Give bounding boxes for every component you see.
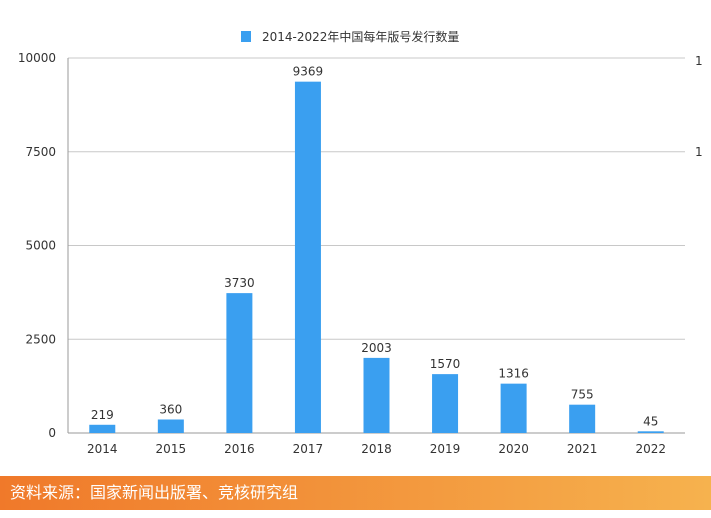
y-tick-label: 10000	[18, 51, 56, 65]
bar-chart: 0 2500 5000 7500 10000 219 360 3730 9369 2003 157…	[18, 29, 703, 456]
bar-2017	[294, 81, 321, 433]
data-label-2022: 45	[643, 414, 658, 428]
bar-2014	[89, 424, 116, 433]
legend-label: 2014-2022年中国每年版号发行数量	[262, 29, 459, 44]
x-tick-label-2022: 2022	[635, 442, 666, 456]
source-text: 资料来源：国家新闻出版署、竞核研究组	[10, 483, 299, 502]
x-tick-label-2019: 2019	[430, 442, 461, 456]
x-tick-label-2017: 2017	[293, 442, 324, 456]
right-axis-label: 1	[695, 54, 703, 68]
data-label-2014: 219	[91, 408, 114, 422]
right-axis-label: 1	[695, 145, 703, 159]
y-tick-label: 7500	[25, 145, 56, 159]
x-tick-label-2021: 2021	[567, 442, 598, 456]
data-label-2018: 2003	[361, 341, 392, 355]
bar-2021	[569, 404, 596, 433]
y-tick-label: 0	[48, 426, 56, 440]
bar-2018	[363, 357, 390, 433]
y-tick-label: 5000	[25, 239, 56, 253]
bar-2020	[500, 383, 527, 433]
data-label-2017: 9369	[293, 65, 324, 79]
bar-2022	[637, 431, 664, 433]
bar-2019	[432, 374, 459, 433]
y-tick-label: 2500	[25, 332, 56, 346]
bar-2016	[226, 293, 253, 433]
y-axis-ticks: 0 2500 5000 7500 10000	[18, 51, 56, 440]
data-label-2021: 755	[571, 388, 594, 402]
x-tick-label-2020: 2020	[498, 442, 529, 456]
data-labels: 219 360 3730 9369 2003 1570 1316 755 45	[91, 65, 659, 429]
right-axis-partial-labels: 11	[695, 54, 703, 159]
x-tick-label-2014: 2014	[87, 442, 118, 456]
x-axis-ticks: 2014 2015 2016 2017 2018 2019 2020 2021 2022	[87, 442, 666, 456]
legend: 2014-2022年中国每年版号发行数量	[241, 29, 459, 44]
bars	[89, 81, 664, 433]
legend-swatch	[241, 31, 251, 42]
bar-2015	[157, 419, 184, 433]
x-tick-label-2018: 2018	[361, 442, 392, 456]
x-tick-label-2015: 2015	[156, 442, 187, 456]
data-label-2016: 3730	[224, 276, 255, 290]
data-label-2019: 1570	[430, 357, 461, 371]
data-label-2020: 1316	[498, 367, 529, 381]
source-footer: 资料来源：国家新闻出版署、竞核研究组	[0, 476, 711, 510]
bottom-strip	[0, 510, 711, 518]
x-tick-label-2016: 2016	[224, 442, 255, 456]
data-label-2015: 360	[159, 403, 182, 417]
